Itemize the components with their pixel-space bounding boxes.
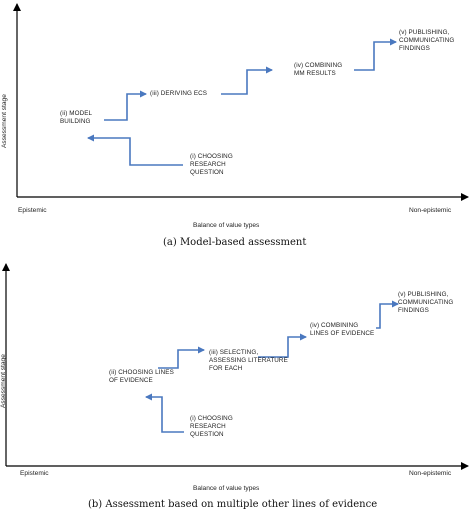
arrow-i-to-ii-a xyxy=(87,134,183,166)
arrow-ii-to-iii-a xyxy=(104,90,147,121)
diagram-a-canvas xyxy=(13,3,469,201)
arrow-iii-to-iv-a xyxy=(221,66,273,95)
y-axis-label-b: Assessment stage xyxy=(0,354,7,408)
stage-v-label-b: (v) PUBLISHING, COMMUNICATING FINDINGS xyxy=(398,291,454,314)
x-axis-right-label-a: Non-epistemic xyxy=(409,207,452,214)
x-axis-left-label-b: Epistemic xyxy=(20,470,49,477)
stage-iii-label-b: (iii) SELECTING, ASSESSING LITERATURE FO… xyxy=(209,349,288,372)
stage-i-label-a: (i) CHOOSING RESEARCH QUESTION xyxy=(190,153,233,176)
stage-i-label-b: (i) CHOOSING RESEARCH QUESTION xyxy=(190,415,233,438)
arrow-iv-to-v-b xyxy=(376,300,399,329)
stage-iv-label-a: (iv) COMBINING MM RESULTS xyxy=(294,62,343,77)
arrow-ii-to-iii-b xyxy=(158,346,205,369)
stage-iv-label-b: (iv) COMBINING LINES OF EVIDENCE xyxy=(310,322,375,337)
x-axis-title-b: Balance of value types xyxy=(193,485,260,492)
stage-ii-label-a: (ii) MODEL BUILDING xyxy=(60,110,93,125)
arrow-i-to-ii-b xyxy=(145,393,184,433)
arrow-iv-to-v-a xyxy=(354,38,397,71)
stage-iii-label-a: (iii) DERIVING ECS xyxy=(150,90,208,97)
caption-a: (a) Model-based assessment xyxy=(163,237,307,248)
figure-a: Assessment stage Epistemic Non-epistemic… xyxy=(1,3,469,248)
y-axis-label-a: Assessment stage xyxy=(1,94,8,148)
diagram-b-canvas xyxy=(2,263,469,470)
caption-b: (b) Assessment based on multiple other l… xyxy=(88,499,378,510)
stage-ii-label-b: (ii) CHOOSING LINES OF EVIDENCE xyxy=(109,369,174,384)
arrow-iii-to-iv-b xyxy=(258,333,307,358)
x-axis-left-label-a: Epistemic xyxy=(18,207,47,214)
x-axis-title-a: Balance of value types xyxy=(193,222,260,229)
figure-b: Assessment stage Epistemic Non-epistemic… xyxy=(0,256,474,512)
stage-v-label-a: (v) PUBLISHING, COMMUNICATING FINDINGS xyxy=(399,29,455,52)
x-axis-right-label-b: Non-epistemic xyxy=(409,470,452,477)
